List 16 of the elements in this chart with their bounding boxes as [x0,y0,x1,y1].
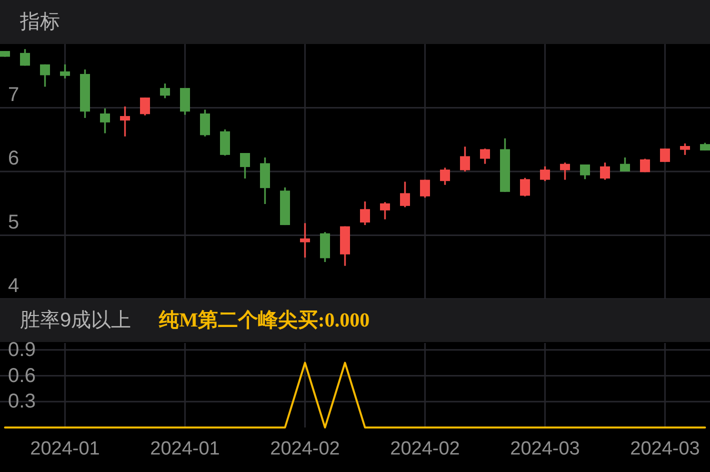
y-tick-label: 0.6 [8,364,36,387]
y-tick-label: 6 [8,148,20,170]
x-tick-label: 2024-01 [30,438,100,460]
x-tick-label: 2024-03 [510,438,580,460]
y-tick-label: 0.9 [8,338,36,361]
series-label: 纯M第二个峰尖买:0.000 [158,310,370,332]
x-tick-label: 2024-01 [150,438,220,460]
chart-title: 指标 [19,11,60,33]
y-tick-label: 4 [8,275,20,297]
x-tick-label: 2024-02 [390,438,460,460]
y-tick-label: 0.3 [8,390,36,413]
x-tick-label: 2024-03 [630,438,700,460]
chart-title: 胜率9成以上 [20,310,132,332]
y-tick-label: 7 [8,84,20,106]
x-tick-label: 2024-02 [270,438,340,460]
y-tick-label: 5 [8,211,20,234]
